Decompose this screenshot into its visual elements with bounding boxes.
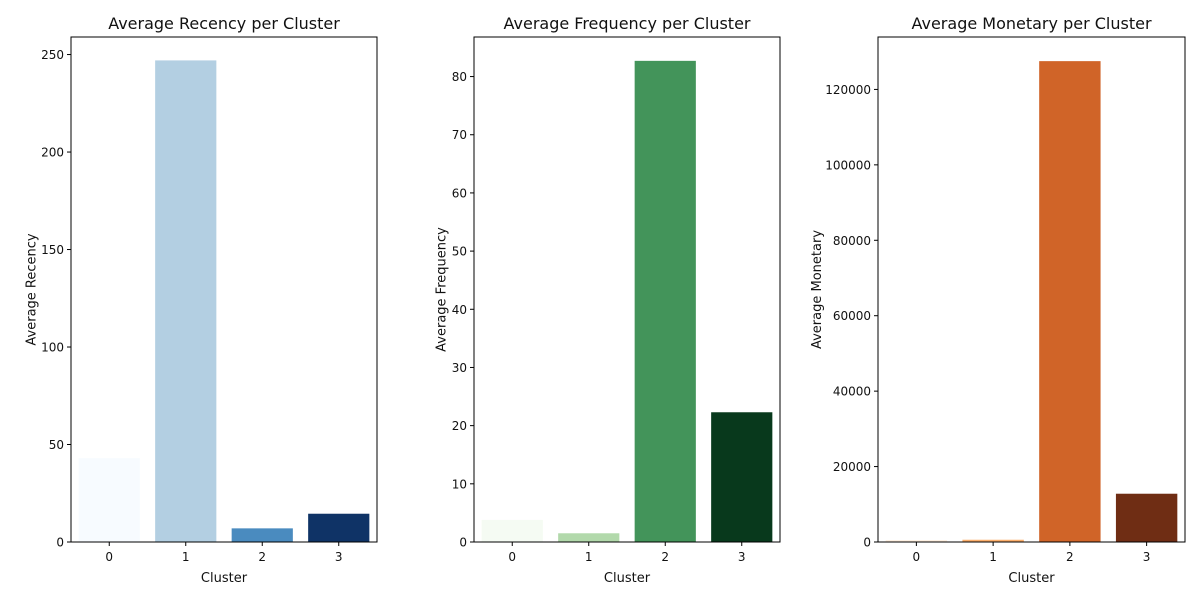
bar-cluster-3 xyxy=(1115,493,1178,542)
bar-cluster-0 xyxy=(885,540,948,542)
y-tick-label: 120000 xyxy=(825,83,871,97)
bar-cluster-1 xyxy=(962,539,1024,542)
y-tick-label: 250 xyxy=(41,48,64,62)
plot-frame xyxy=(70,36,378,543)
y-axis-label: Average Frequency xyxy=(435,227,450,352)
bar-cluster-2 xyxy=(634,60,696,542)
x-axis-label: Cluster xyxy=(1008,571,1055,586)
y-tick-label: 80 xyxy=(452,70,467,84)
x-tick-label: 0 xyxy=(105,550,113,564)
x-axis-label: Cluster xyxy=(201,571,248,586)
y-tick-label: 10 xyxy=(452,477,467,491)
y-tick-label: 100000 xyxy=(825,158,871,172)
x-tick-label: 1 xyxy=(585,550,593,564)
y-tick-label: 60000 xyxy=(833,309,871,323)
x-axis-label: Cluster xyxy=(604,571,651,586)
chart-panel-recency: 0 1 2 3 0 50 100 150 200 250 Average Recency per C… xyxy=(24,14,378,586)
chart-title: Average Frequency per Cluster xyxy=(504,14,751,33)
bar-cluster-2 xyxy=(1039,61,1101,542)
chart-panel-monetary: 0 1 2 3 0 20000 40000 60000 80000 100000 120000 Ave… xyxy=(810,14,1186,586)
chart-title: Average Recency per Cluster xyxy=(108,14,340,33)
bar-cluster-0 xyxy=(78,458,140,542)
y-tick-label: 60 xyxy=(452,186,467,200)
y-tick-label: 40 xyxy=(452,303,467,317)
bar-cluster-0 xyxy=(481,519,543,542)
plot-frame xyxy=(877,36,1186,543)
x-tick-label: 3 xyxy=(738,550,746,564)
bar-cluster-1 xyxy=(558,533,620,542)
x-tick-label: 3 xyxy=(1143,550,1151,564)
y-axis-label: Average Recency xyxy=(24,233,39,345)
y-axis-label: Average Monetary xyxy=(810,230,825,349)
x-tick-label: 0 xyxy=(913,550,921,564)
plot-frame xyxy=(473,36,781,543)
x-tick-label: 2 xyxy=(1066,550,1074,564)
y-tick-label: 70 xyxy=(452,128,467,142)
bar-cluster-3 xyxy=(711,412,773,542)
y-tick-label: 80000 xyxy=(833,234,871,248)
x-tick-label: 3 xyxy=(335,550,343,564)
y-tick-label: 100 xyxy=(41,341,64,355)
x-tick-label: 2 xyxy=(661,550,669,564)
x-tick-label: 1 xyxy=(989,550,997,564)
y-tick-label: 40000 xyxy=(833,385,871,399)
y-tick-label: 200 xyxy=(41,146,64,160)
y-tick-label: 50 xyxy=(452,245,467,259)
x-tick-label: 1 xyxy=(182,550,190,564)
y-tick-label: 0 xyxy=(56,536,64,550)
y-tick-label: 50 xyxy=(49,438,64,452)
x-tick-label: 0 xyxy=(508,550,516,564)
bar-cluster-3 xyxy=(308,513,370,542)
y-tick-label: 20 xyxy=(452,419,467,433)
y-tick-label: 0 xyxy=(863,536,871,550)
x-tick-label: 2 xyxy=(258,550,266,564)
y-tick-label: 150 xyxy=(41,243,64,257)
y-tick-label: 20000 xyxy=(833,460,871,474)
y-tick-label: 30 xyxy=(452,361,467,375)
bar-cluster-2 xyxy=(231,528,293,542)
chart-title: Average Monetary per Cluster xyxy=(911,14,1151,33)
bar-cluster-1 xyxy=(155,60,217,543)
y-tick-label: 0 xyxy=(459,536,467,550)
